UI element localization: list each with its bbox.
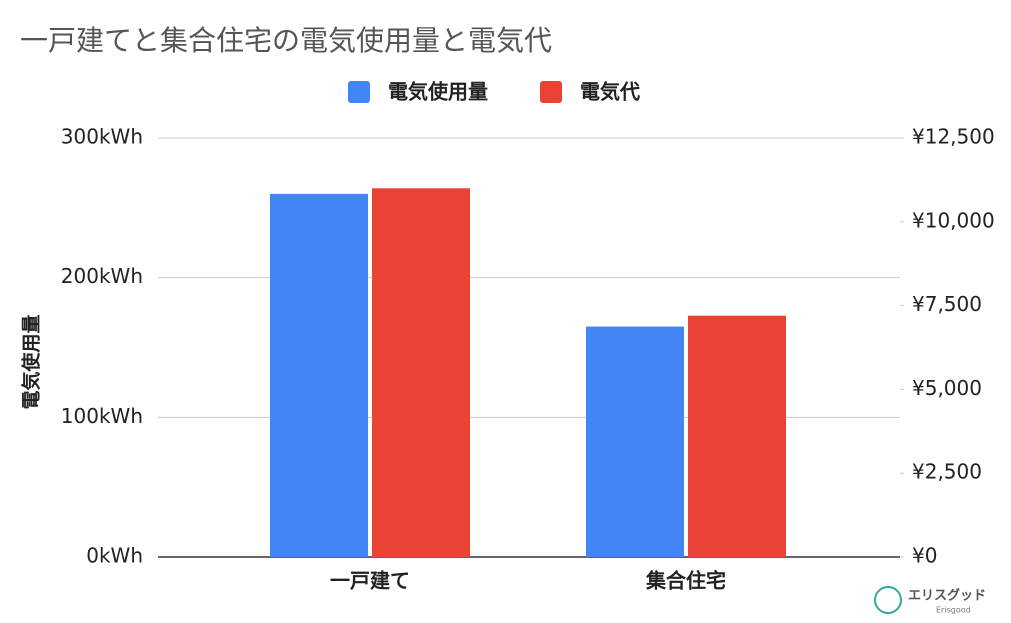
legend-swatch: [348, 81, 370, 103]
bar: [270, 193, 368, 557]
bar: [372, 188, 470, 557]
x-tick-label: 集合住宅: [645, 569, 726, 593]
y2-tick-label: ¥12,500: [912, 125, 995, 149]
x-tick-label: 一戸建て: [330, 569, 410, 593]
legend-swatch: [540, 81, 562, 103]
watermark: エリスグッド Erisgood: [874, 586, 986, 615]
y2-tick-label: ¥2,500: [912, 460, 982, 484]
y-tick-label: 300kWh: [61, 125, 143, 149]
y2-tick-label: ¥7,500: [912, 292, 982, 316]
y-axis-title: 電気使用量: [20, 314, 43, 409]
y2-tick-label: ¥0: [912, 544, 937, 568]
y-tick-label: 100kWh: [61, 404, 143, 428]
bar: [586, 326, 684, 557]
watermark-sub: Erisgood: [936, 606, 971, 615]
y2-tick-label: ¥5,000: [912, 376, 982, 400]
watermark-icon: [874, 586, 902, 614]
y-tick-label: 200kWh: [61, 264, 143, 288]
y2-tick-label: ¥10,000: [912, 208, 995, 232]
watermark-name: エリスグッド: [908, 588, 986, 604]
legend-label: 電気代: [580, 80, 640, 104]
y-tick-label: 0kWh: [86, 544, 143, 568]
chart-title: 一戸建てと集合住宅の電気使用量と電気代: [20, 24, 552, 57]
legend-label: 電気使用量: [388, 80, 488, 104]
bar: [688, 315, 786, 557]
